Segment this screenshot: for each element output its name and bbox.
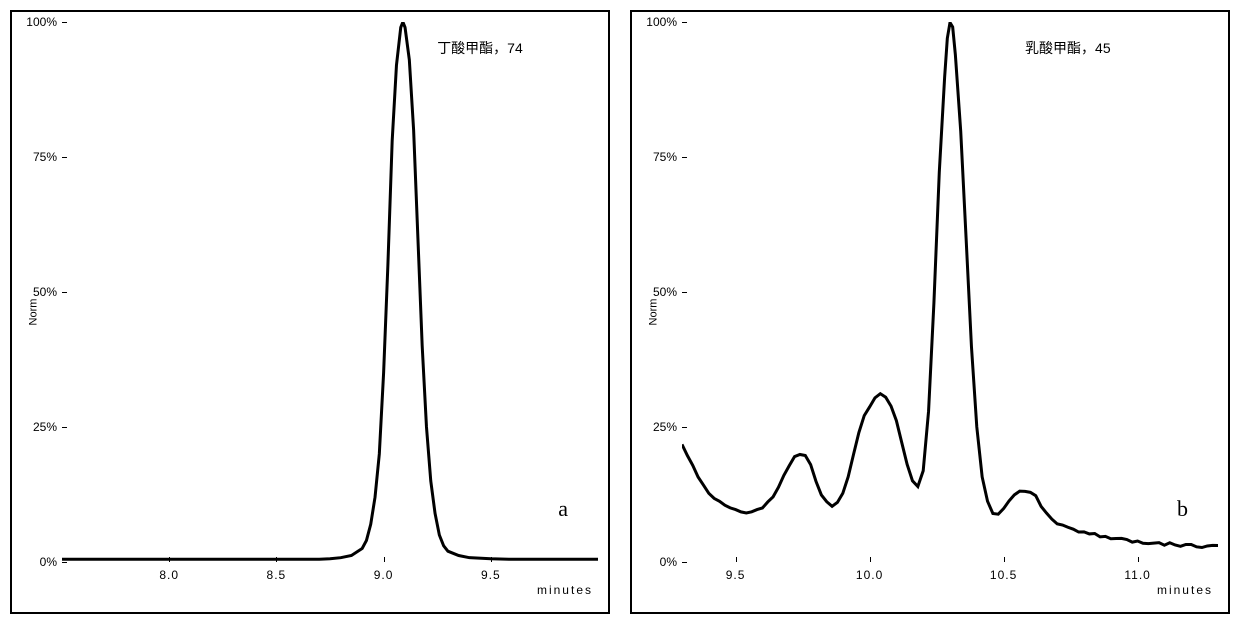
y-tick-label: 75% [642, 150, 677, 164]
chart-panel-a: Norm minutes a 丁酸甲酯，74 0%25%50%75%100% 8… [10, 10, 610, 614]
x-tick-mark [384, 557, 385, 562]
y-tick-label: 0% [22, 555, 57, 569]
y-tick-label: 50% [642, 285, 677, 299]
x-axis-label-b: minutes [1157, 583, 1213, 597]
x-tick-label: 10.0 [856, 568, 883, 582]
y-tick-label: 50% [22, 285, 57, 299]
x-tick-mark [870, 557, 871, 562]
y-tick-mark [682, 292, 687, 293]
x-tick-mark [736, 557, 737, 562]
peak-label-b: 乳酸甲酯，45 [1025, 38, 1111, 58]
x-tick-label: 9.5 [726, 568, 746, 582]
y-tick-label: 75% [22, 150, 57, 164]
x-tick-label: 8.5 [267, 568, 287, 582]
y-tick-mark [62, 427, 67, 428]
y-tick-label: 100% [22, 15, 57, 29]
x-tick-mark [169, 557, 170, 562]
plot-area-b: 乳酸甲酯，45 0%25%50%75%100% 9.510.010.511.0 [682, 22, 1218, 562]
y-tick-mark [62, 157, 67, 158]
y-tick-label: 100% [642, 15, 677, 29]
plot-area-a: 丁酸甲酯，74 0%25%50%75%100% 8.08.59.09.5 [62, 22, 598, 562]
y-tick-label: 25% [642, 420, 677, 434]
y-tick-label: 25% [22, 420, 57, 434]
x-tick-label: 8.0 [159, 568, 179, 582]
y-tick-mark [62, 562, 67, 563]
y-tick-label: 0% [642, 555, 677, 569]
x-tick-mark [491, 557, 492, 562]
y-tick-mark [682, 427, 687, 428]
y-tick-mark [62, 22, 67, 23]
peak-label-a: 丁酸甲酯，74 [437, 38, 523, 58]
x-tick-mark [1004, 557, 1005, 562]
x-tick-mark [1138, 557, 1139, 562]
x-tick-label: 11.0 [1124, 568, 1150, 582]
y-tick-mark [62, 292, 67, 293]
x-tick-label: 9.5 [481, 568, 501, 582]
chromatogram-b [682, 22, 1218, 562]
x-tick-mark [276, 557, 277, 562]
x-axis-label-a: minutes [537, 583, 593, 597]
chromatogram-a [62, 22, 598, 562]
y-tick-mark [682, 157, 687, 158]
chart-panel-b: Norm minutes b 乳酸甲酯，45 0%25%50%75%100% 9… [630, 10, 1230, 614]
y-axis-label-a: Norm [27, 299, 39, 326]
y-tick-mark [682, 562, 687, 563]
y-tick-mark [682, 22, 687, 23]
y-axis-label-b: Norm [647, 299, 659, 326]
x-tick-label: 10.5 [990, 568, 1017, 582]
x-tick-label: 9.0 [374, 568, 394, 582]
